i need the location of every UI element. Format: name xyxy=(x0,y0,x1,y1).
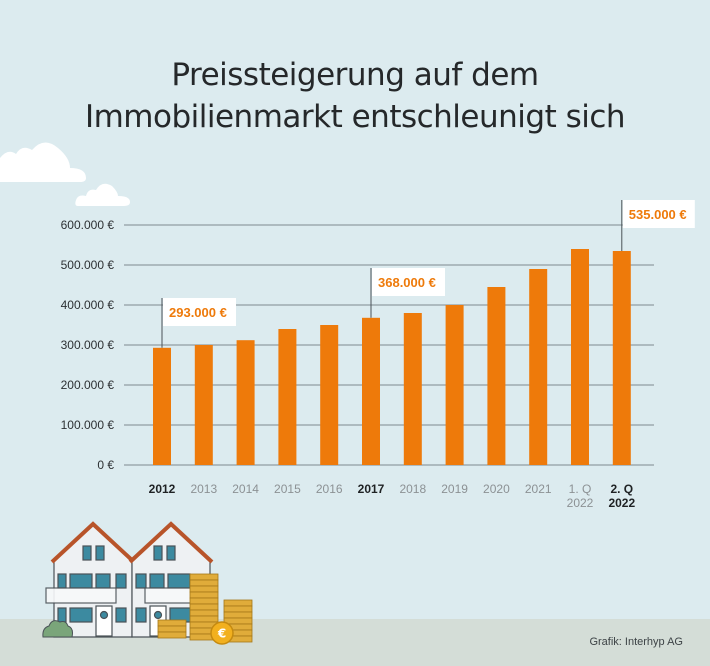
x-tick-label: 1. Q xyxy=(569,482,592,496)
y-tick-label: 200.000 € xyxy=(61,378,115,392)
annotation-box xyxy=(622,200,695,228)
x-tick-label: 2018 xyxy=(399,482,426,496)
bar xyxy=(362,317,380,465)
houses-illustration: € xyxy=(42,521,253,645)
annotation-label: 293.000 € xyxy=(169,305,227,320)
x-tick-label: 2020 xyxy=(483,482,510,496)
x-tick-label: 2014 xyxy=(232,482,259,496)
y-tick-label: 100.000 € xyxy=(61,418,115,432)
svg-text:€: € xyxy=(217,627,226,641)
bush xyxy=(42,620,73,638)
chart-title: Preissteigerung auf dem Immobilienmarkt … xyxy=(0,54,710,138)
bar xyxy=(403,313,422,465)
x-tick-label-line-2: 2022 xyxy=(567,496,594,510)
bar xyxy=(236,340,255,465)
x-tick-label-line-2: 2022 xyxy=(608,496,635,510)
y-tick-label: 0 € xyxy=(97,458,114,472)
x-tick-label: 2016 xyxy=(316,482,343,496)
house-left xyxy=(45,521,136,638)
cloud-small xyxy=(75,183,130,206)
annotation-box xyxy=(372,268,445,296)
bar xyxy=(571,249,589,465)
y-tick-label: 300.000 € xyxy=(61,338,115,352)
bar xyxy=(194,345,213,465)
x-tick-label: 2013 xyxy=(190,482,217,496)
cloud-large xyxy=(0,142,86,182)
bar xyxy=(529,269,548,465)
annotation-box xyxy=(163,298,236,326)
x-tick-label: 2. Q xyxy=(610,482,633,496)
chart-title-line-2: Immobilienmarkt entschleunigt sich xyxy=(84,99,626,135)
bar xyxy=(278,329,297,465)
bar xyxy=(445,305,464,465)
bar xyxy=(320,325,339,465)
chart-title-line-1: Preissteigerung auf dem xyxy=(171,57,539,93)
bar xyxy=(153,347,171,465)
x-tick-label: 2012 xyxy=(149,482,176,496)
y-tick-label: 600.000 € xyxy=(61,218,115,232)
y-tick-label: 400.000 € xyxy=(61,298,115,312)
x-tick-label: 2019 xyxy=(441,482,468,496)
coin-stacks xyxy=(157,573,253,643)
bar xyxy=(612,251,631,465)
annotation-label: 535.000 € xyxy=(629,207,687,222)
euro-coin-icon: € xyxy=(210,621,234,645)
annotation-label: 368.000 € xyxy=(378,275,436,290)
y-tick-label: 500.000 € xyxy=(61,258,115,272)
x-tick-label: 2015 xyxy=(274,482,301,496)
x-tick-label: 2017 xyxy=(358,482,385,496)
bar xyxy=(487,287,506,465)
source-credit: Grafik: Interhyp AG xyxy=(589,636,683,648)
x-tick-label: 2021 xyxy=(525,482,552,496)
